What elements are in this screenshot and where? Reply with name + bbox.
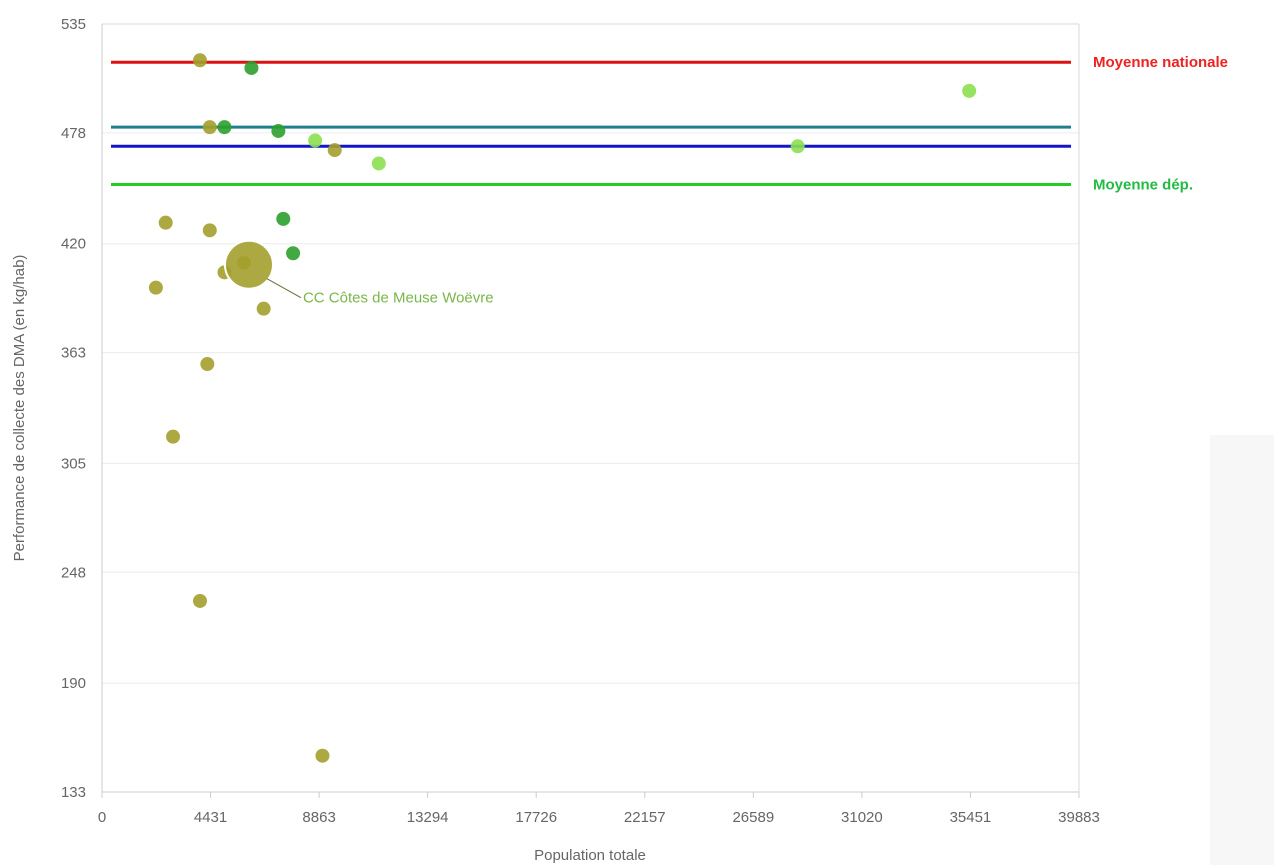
highlighted-point: CC Côtes de Meuse Woëvre [223, 239, 494, 307]
x-tick-label: 39883 [1058, 809, 1100, 826]
data-point[interactable] [244, 60, 259, 75]
y-tick-label: 133 [61, 784, 86, 801]
data-point[interactable] [202, 223, 217, 238]
data-point[interactable] [276, 211, 291, 226]
x-tick-label: 13294 [407, 809, 449, 826]
y-tick-label: 305 [61, 455, 86, 472]
x-tick-label: 22157 [624, 809, 666, 826]
data-point[interactable] [192, 53, 207, 68]
data-point[interactable] [158, 215, 173, 230]
y-tick-label: 363 [61, 345, 86, 362]
side-panel [1210, 435, 1274, 865]
x-tick-label: 31020 [841, 809, 883, 826]
x-tick-label: 0 [98, 809, 106, 826]
y-tick-label: 190 [61, 675, 86, 692]
grid-lines [102, 23, 1079, 793]
data-point[interactable] [962, 83, 977, 98]
data-point[interactable] [371, 156, 386, 171]
data-point[interactable] [202, 120, 217, 135]
reference-line-label: Moyenne nationale [1093, 54, 1228, 71]
data-point[interactable] [315, 748, 330, 763]
y-tick-label: 420 [61, 236, 86, 253]
data-point[interactable] [200, 357, 215, 372]
x-tick-label: 26589 [732, 809, 774, 826]
y-axis-title: Performance de collecte des DMA (en kg/h… [11, 255, 28, 562]
plot-area [102, 24, 1079, 792]
highlighted-point-label: CC Côtes de Meuse Woëvre [303, 290, 494, 307]
data-point[interactable] [217, 120, 232, 135]
x-tick-label: 17726 [515, 809, 557, 826]
x-tick-label: 35451 [950, 809, 992, 826]
x-tick-label: 8863 [302, 809, 335, 826]
highlighted-point-marker[interactable] [223, 239, 274, 290]
y-tick-labels: 535 478 420 363 305 248 190 133 [61, 16, 86, 801]
y-tick-label: 248 [61, 564, 86, 581]
x-tick-label: 4431 [194, 809, 227, 826]
y-tick-label: 535 [61, 16, 86, 33]
data-point[interactable] [286, 246, 301, 261]
data-point[interactable] [308, 133, 323, 148]
data-point[interactable] [192, 593, 207, 608]
data-point[interactable] [271, 123, 286, 138]
callout-connector [266, 278, 302, 299]
x-tick-labels: 0 4431 8863 13294 17726 22157 26589 31020 35451 3… [98, 792, 1100, 826]
data-point[interactable] [166, 429, 181, 444]
data-point[interactable] [148, 280, 163, 295]
y-tick-label: 478 [61, 125, 86, 142]
reference-line-label: Moyenne dép. [1093, 176, 1193, 193]
reference-lines: Moyenne nationale Moyenne dép. [111, 54, 1228, 193]
data-point[interactable] [790, 139, 805, 154]
data-point[interactable] [256, 301, 271, 316]
data-point[interactable] [327, 143, 342, 158]
x-axis-title: Population totale [534, 847, 646, 864]
